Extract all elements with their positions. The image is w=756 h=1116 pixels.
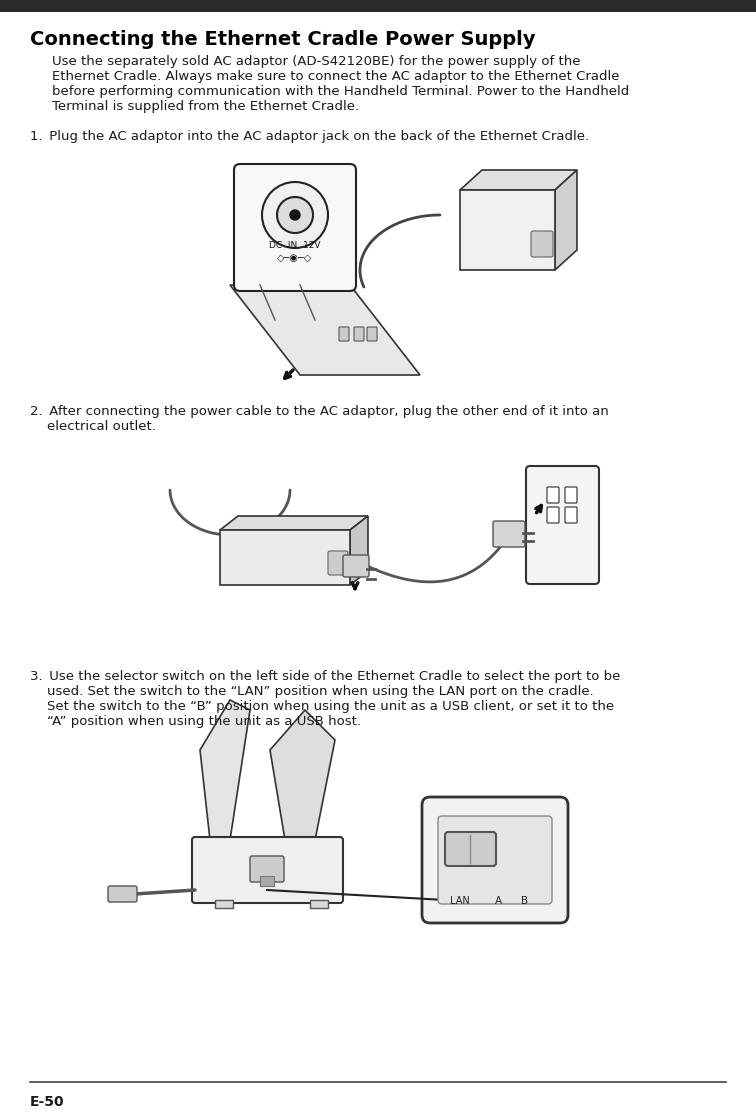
Bar [0,0,756,12]
FancyBboxPatch shape [445,833,496,866]
Circle shape [290,210,300,220]
Polygon shape [460,170,577,190]
Text: Connecting the Ethernet Cradle Power Supply: Connecting the Ethernet Cradle Power Sup… [30,30,535,49]
Text: DC  IN  12V: DC IN 12V [269,241,321,250]
FancyBboxPatch shape [438,816,552,904]
Text: B: B [522,896,528,906]
Text: Terminal is supplied from the Ethernet Cradle.: Terminal is supplied from the Ethernet C… [52,100,359,113]
Text: 2. After connecting the power cable to the AC adaptor, plug the other end of it : 2. After connecting the power cable to t… [30,405,609,418]
Text: used. Set the switch to the “LAN” position when using the LAN port on the cradle: used. Set the switch to the “LAN” positi… [30,685,593,698]
Bar [220,530,350,585]
FancyBboxPatch shape [339,327,349,341]
Text: 3. Use the selector switch on the left side of the Ethernet Cradle to select the: 3. Use the selector switch on the left s… [30,670,621,683]
FancyBboxPatch shape [547,487,559,503]
FancyBboxPatch shape [354,327,364,341]
Text: LAN: LAN [450,896,470,906]
Bar [215,899,233,908]
Text: ◇─◉─◇: ◇─◉─◇ [277,253,313,263]
FancyBboxPatch shape [250,856,284,882]
Text: before performing communication with the Handheld Terminal. Power to the Handhel: before performing communication with the… [52,85,629,98]
FancyBboxPatch shape [192,837,343,903]
FancyBboxPatch shape [460,190,555,270]
FancyBboxPatch shape [565,487,577,503]
Text: Set the switch to the “B” position when using the unit as a USB client, or set i: Set the switch to the “B” position when … [30,700,614,713]
FancyBboxPatch shape [328,551,348,575]
FancyBboxPatch shape [108,886,137,902]
FancyBboxPatch shape [547,507,559,523]
Polygon shape [350,516,368,585]
FancyBboxPatch shape [234,164,356,291]
Circle shape [262,182,328,248]
Text: 1. Plug the AC adaptor into the AC adaptor jack on the back of the Ethernet Crad: 1. Plug the AC adaptor into the AC adapt… [30,129,589,143]
Bar [310,899,328,908]
FancyBboxPatch shape [422,797,568,923]
Text: A: A [494,896,501,906]
Text: “A” position when using the unit as a USB host.: “A” position when using the unit as a US… [30,715,361,728]
Polygon shape [270,710,335,840]
FancyBboxPatch shape [565,507,577,523]
Text: Use the separately sold AC adaptor (AD-S42120BE) for the power supply of the: Use the separately sold AC adaptor (AD-S… [52,55,581,68]
Text: E-50: E-50 [30,1095,64,1109]
Circle shape [277,198,313,233]
Polygon shape [220,516,368,530]
Polygon shape [555,170,577,270]
Polygon shape [200,700,250,840]
FancyBboxPatch shape [493,521,525,547]
Polygon shape [230,285,420,375]
FancyBboxPatch shape [343,555,369,577]
Text: electrical outlet.: electrical outlet. [30,420,156,433]
FancyBboxPatch shape [367,327,377,341]
Bar [260,876,274,886]
Text: Ethernet Cradle. Always make sure to connect the AC adaptor to the Ethernet Crad: Ethernet Cradle. Always make sure to con… [52,70,619,83]
FancyBboxPatch shape [526,466,599,584]
FancyBboxPatch shape [531,231,553,257]
